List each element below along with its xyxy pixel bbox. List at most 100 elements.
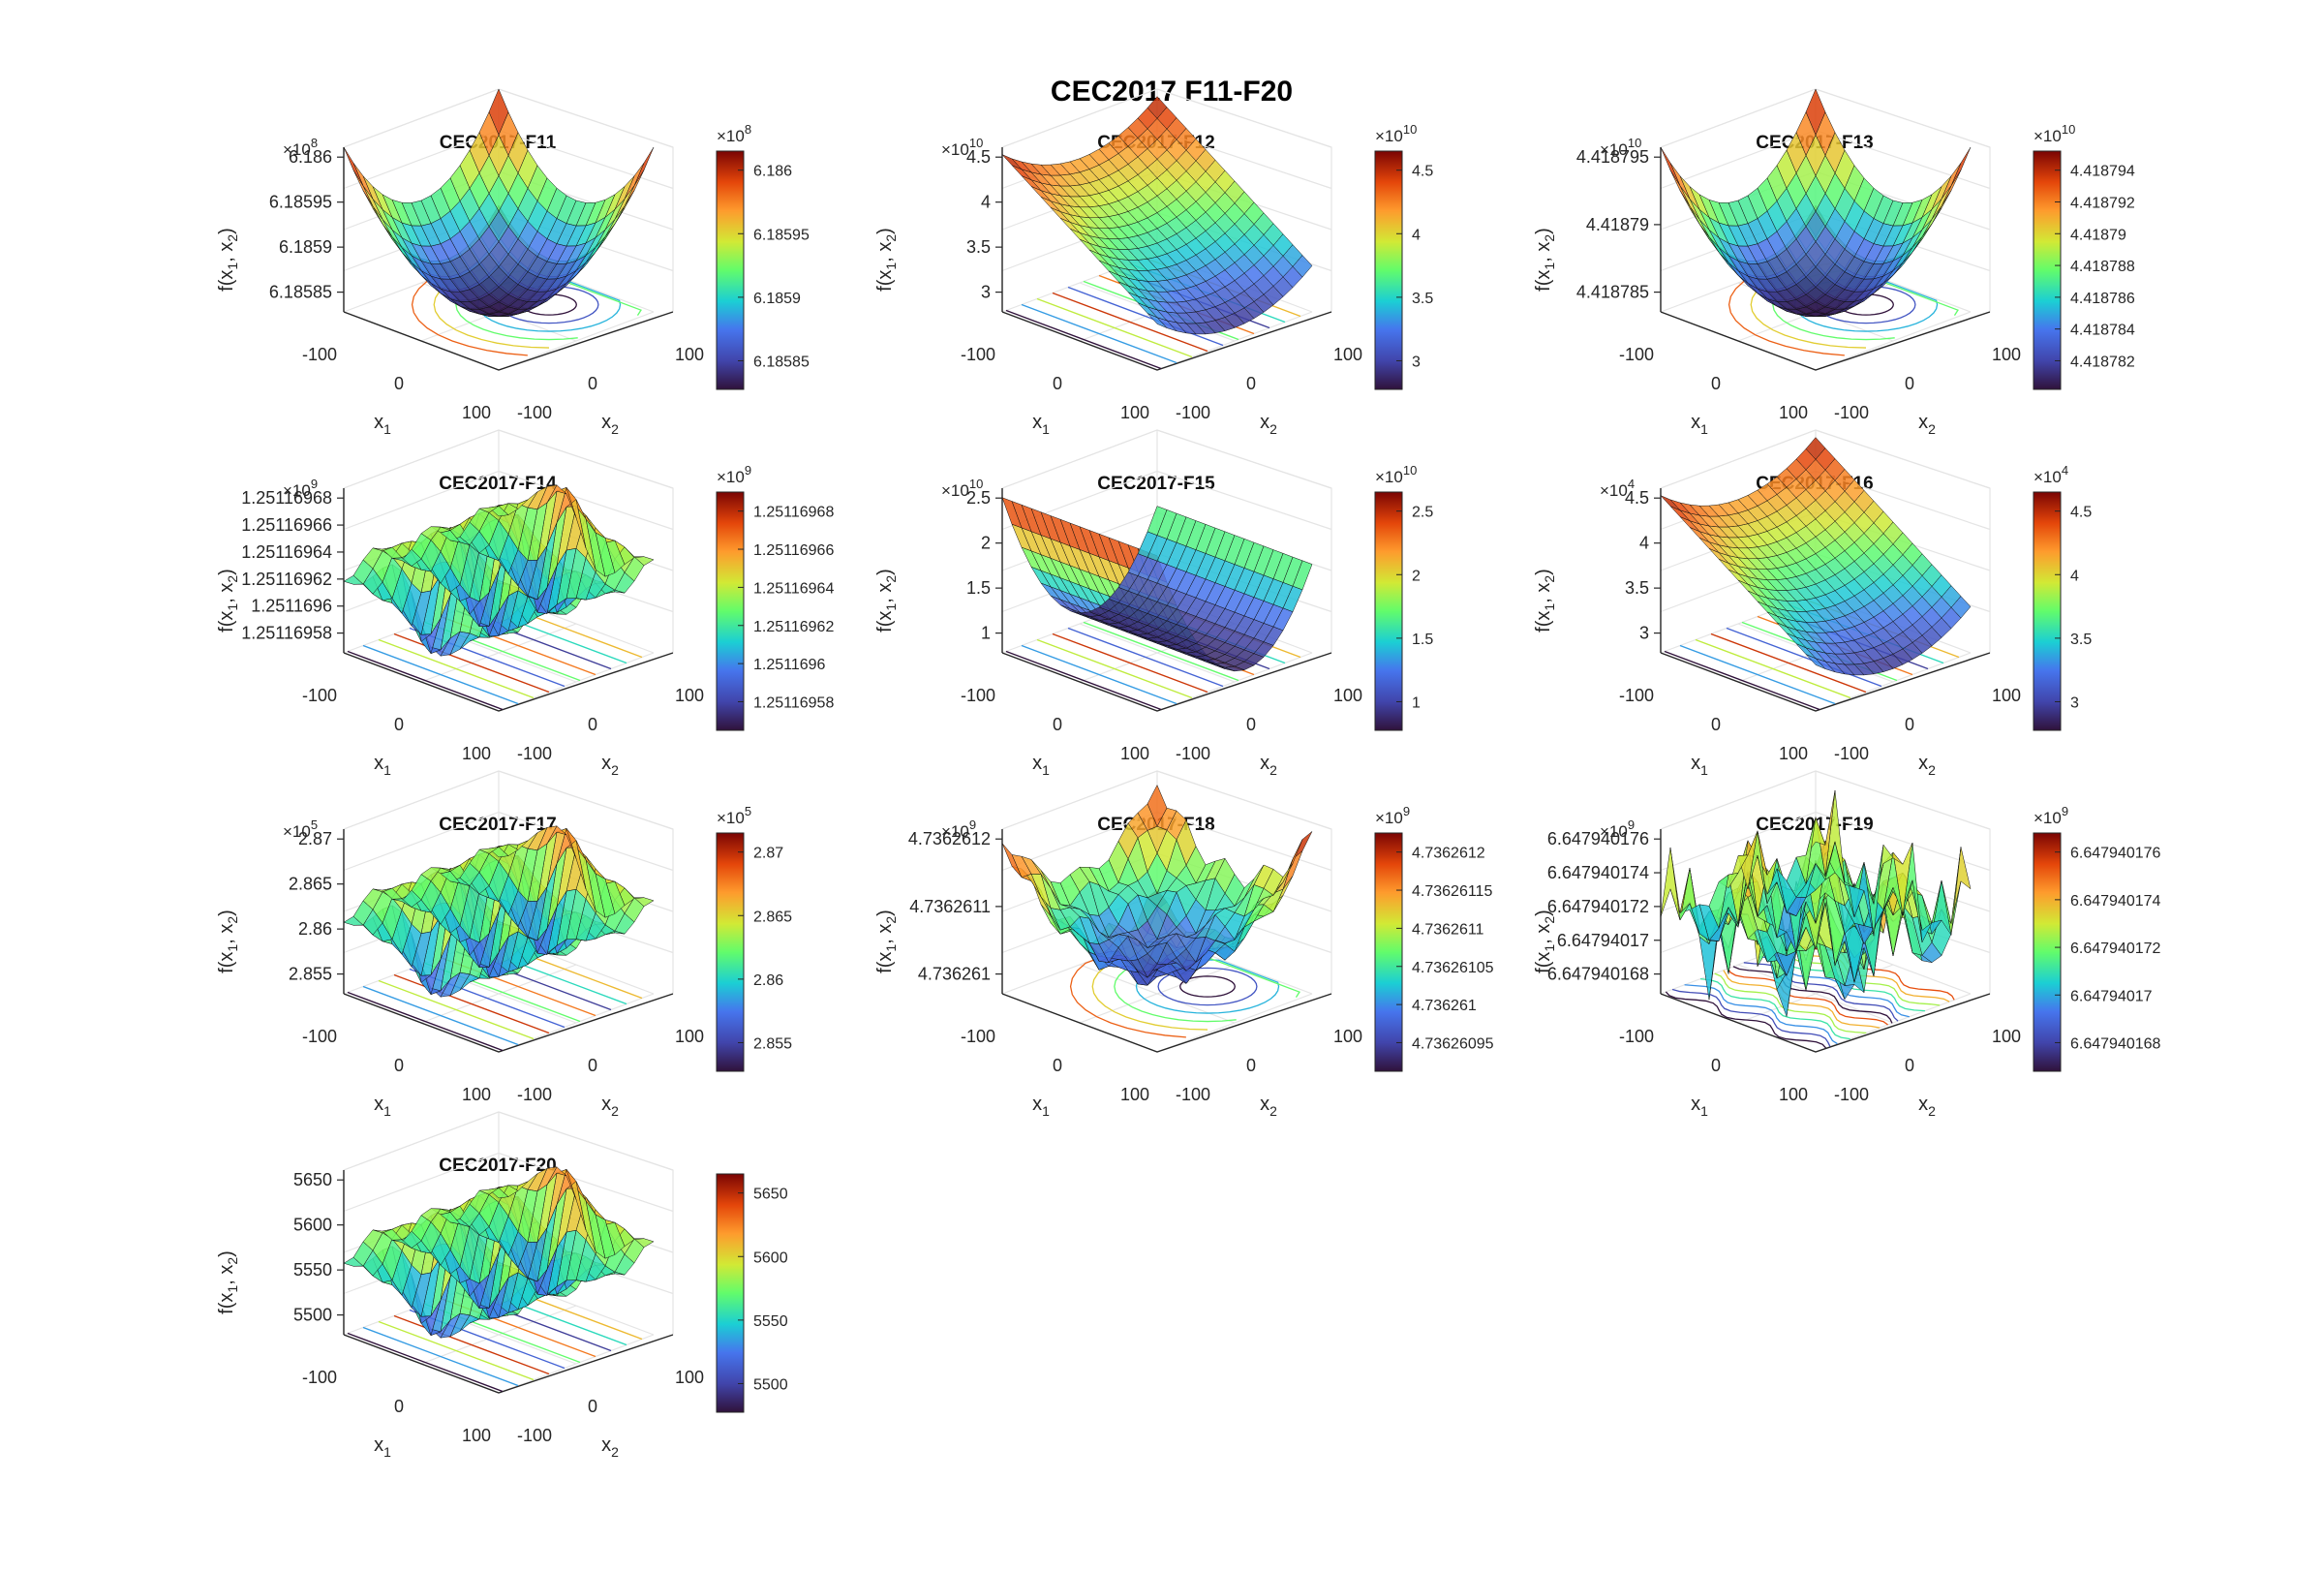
contour-line — [378, 1320, 535, 1381]
subplot-cec2017-f11: CEC2017-F11×1086.185856.18596.185956.186… — [216, 88, 810, 437]
z-tick-label: 6.647940174 — [1547, 863, 1649, 882]
y-tick-label: 100 — [1333, 1027, 1362, 1046]
z-axis-label: f(x1, x2) — [1533, 910, 1557, 973]
colorbar-multiplier: ×104 — [2034, 463, 2068, 486]
surface-patch — [1001, 154, 1023, 170]
x-axis-label: x1 — [1032, 1094, 1050, 1119]
subplot-title: CEC2017-F17 — [439, 815, 556, 835]
z-tick-label: 6.647940168 — [1547, 965, 1649, 984]
y-tick-label: 0 — [588, 374, 597, 393]
x-tick-label: 0 — [1711, 1056, 1721, 1075]
z-tick-label: 6.18585 — [269, 283, 332, 302]
z-tick-label: 4.41879 — [1586, 215, 1649, 234]
colorbar-tick-label: 4.418792 — [2070, 195, 2135, 211]
base-axis-lines — [1660, 993, 1991, 1053]
contour-line — [1671, 988, 1831, 1047]
z-tick-label: 1 — [981, 624, 991, 643]
subplot-title: CEC2017-F20 — [439, 1156, 556, 1176]
colorbar-tick-label: 6.647940172 — [2070, 941, 2161, 957]
z-tick-label: 4 — [981, 193, 991, 212]
surface-patch — [343, 915, 364, 926]
contour-line — [393, 632, 550, 694]
colorbar-tick-label: 6.647940176 — [2070, 846, 2161, 862]
surface-patch — [343, 1256, 364, 1267]
z-gridline — [343, 811, 674, 872]
x-gridline — [1815, 311, 1972, 371]
contour-line — [1728, 258, 1845, 356]
y-tick-label: -100 — [1834, 1085, 1869, 1104]
y-axis-label: x2 — [1918, 412, 1936, 437]
colorbar — [716, 832, 745, 1072]
x-tick-label: 0 — [394, 1397, 404, 1416]
colorbar-tick-label: 4.418788 — [2070, 259, 2135, 275]
floor-contours — [347, 598, 643, 711]
z-tick-label: 4.418795 — [1576, 147, 1649, 167]
surface-mesh — [1660, 88, 1972, 318]
x-axis-label: x1 — [374, 412, 391, 437]
colorbar — [2033, 832, 2062, 1072]
colorbar-tick-label: 4.73626105 — [1412, 960, 1494, 976]
surface-patch — [624, 163, 645, 200]
z-tick-label: 2.87 — [298, 829, 332, 848]
y-tick-label: 0 — [588, 1397, 597, 1416]
surface-mesh — [1660, 789, 1972, 1017]
y-tick-label: 0 — [1246, 374, 1256, 393]
base-axis-lines — [343, 652, 674, 712]
base-axis-lines — [1001, 652, 1332, 712]
z-gridline — [343, 470, 674, 531]
z-tick-label: 5600 — [293, 1216, 332, 1235]
colorbar-tick-label: 3 — [2070, 694, 2079, 711]
subplot-cec2017-f19: CEC2017-F19×1096.6479401686.647940176.64… — [1533, 770, 2161, 1119]
z-tick-label: 5550 — [293, 1260, 332, 1280]
y-tick-label: 100 — [675, 345, 704, 364]
z-tick-label: 5650 — [293, 1170, 332, 1189]
subplot-grid: CEC2017-F11×1086.185856.18596.185956.186… — [216, 88, 2161, 1460]
x-gridline — [498, 652, 655, 712]
surface-patch — [1282, 850, 1303, 890]
y-tick-label: 100 — [1992, 1027, 2021, 1046]
z-multiplier: ×104 — [1600, 477, 1635, 500]
contour-line — [1021, 303, 1177, 364]
base-axis-lines — [1001, 993, 1332, 1053]
colorbar-tick-label: 4 — [1412, 227, 1421, 243]
z-gridline — [1001, 88, 1332, 148]
contour-line — [1052, 292, 1208, 353]
z-tick-label: 6.1859 — [279, 237, 332, 257]
colorbar-tick-label: 2.5 — [1412, 505, 1433, 521]
x-tick-label: 0 — [394, 715, 404, 734]
z-tick-label: 1.5 — [966, 578, 991, 598]
x-tick-label: 100 — [1120, 744, 1149, 763]
base-axis-lines — [343, 993, 674, 1053]
x-gridline — [1815, 993, 1972, 1053]
colorbar-tick-label: 6.18585 — [753, 354, 810, 370]
contour-line — [1664, 650, 1820, 711]
subplot-cec2017-f18: CEC2017-F18×1094.7362614.73626114.736261… — [874, 770, 1494, 1119]
colorbar-multiplier: ×109 — [717, 463, 751, 486]
x-axis-label: x1 — [1032, 753, 1050, 778]
z-tick-label: 1.25116962 — [241, 570, 332, 589]
y-axis-label: x2 — [601, 1094, 619, 1119]
subplot-cec2017-f12: CEC2017-F12×101033.544.5-1000100-1000100… — [874, 88, 1433, 437]
y-tick-label: -100 — [517, 1085, 552, 1104]
surface-patch — [352, 163, 374, 200]
x-tick-label: -100 — [302, 1368, 337, 1387]
x-tick-label: 0 — [1053, 374, 1062, 393]
y-axis-label: x2 — [1260, 753, 1277, 778]
contour-line — [1083, 621, 1239, 682]
y-axis-label: x2 — [601, 412, 619, 437]
subplot-cec2017-f13: CEC2017-F13×10104.4187854.418794.418795-… — [1533, 88, 2135, 437]
z-tick-label: 6.647940176 — [1547, 829, 1649, 848]
contour-line — [1684, 984, 1838, 1045]
colorbar-tick-label: 1.25116964 — [753, 580, 834, 597]
z-tick-label: 6.647940172 — [1547, 897, 1649, 916]
contour-line — [362, 1326, 519, 1387]
z-tick-label: 3.5 — [1625, 578, 1649, 598]
x-gridline — [1156, 311, 1313, 371]
y-tick-label: 0 — [588, 715, 597, 734]
contour-line — [1036, 297, 1193, 358]
surface-patch — [343, 574, 364, 585]
contour-line — [1067, 627, 1224, 688]
x-tick-label: -100 — [961, 686, 995, 705]
z-tick-label: 2.865 — [289, 875, 332, 894]
colorbar-tick-label: 2.86 — [753, 972, 783, 989]
